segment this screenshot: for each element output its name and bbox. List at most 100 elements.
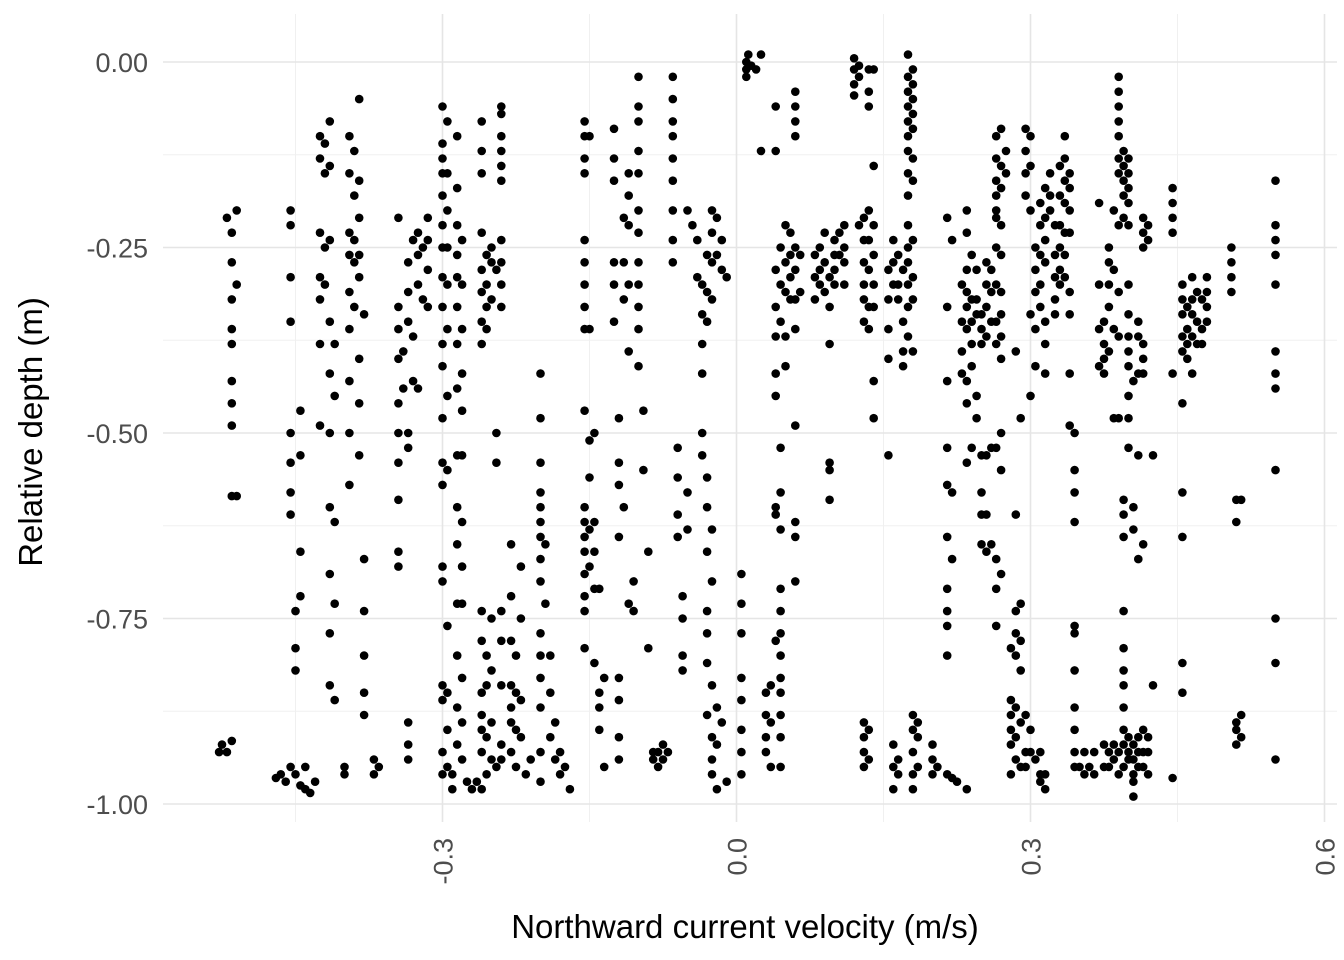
scatter-point bbox=[350, 191, 359, 200]
scatter-point bbox=[1178, 347, 1187, 356]
scatter-point bbox=[320, 280, 330, 289]
scatter-point bbox=[580, 547, 589, 556]
scatter-point bbox=[1129, 777, 1138, 786]
scatter-point bbox=[482, 681, 491, 690]
scatter-point bbox=[702, 287, 712, 297]
scatter-point bbox=[497, 109, 506, 119]
scatter-point bbox=[634, 117, 643, 126]
scatter-point bbox=[957, 369, 967, 378]
scatter-point bbox=[791, 517, 800, 527]
scatter-point bbox=[330, 339, 340, 349]
scatter-point bbox=[1119, 176, 1128, 185]
scatter-point bbox=[781, 361, 790, 371]
scatter-point bbox=[1036, 198, 1045, 208]
scatter-point bbox=[325, 369, 335, 378]
scatter-point bbox=[1271, 465, 1280, 475]
scatter-point bbox=[457, 718, 467, 727]
scatter-point bbox=[619, 213, 629, 223]
scatter-point bbox=[707, 577, 717, 586]
scatter-point bbox=[947, 488, 957, 497]
scatter-point bbox=[991, 213, 1001, 223]
scatter-point bbox=[408, 376, 418, 386]
scatter-point bbox=[1109, 324, 1119, 334]
scatter-point bbox=[477, 265, 487, 275]
scatter-point bbox=[624, 347, 633, 356]
scatter-point bbox=[443, 391, 452, 401]
scatter-point bbox=[1026, 206, 1035, 215]
scatter-point bbox=[1271, 614, 1280, 623]
scatter-point bbox=[438, 302, 447, 312]
scatter-point bbox=[580, 154, 589, 163]
scatter-point bbox=[438, 139, 447, 148]
scatter-point bbox=[908, 80, 918, 89]
scatter-point bbox=[457, 369, 467, 378]
scatter-point bbox=[1031, 243, 1040, 252]
scatter-point bbox=[707, 525, 717, 534]
scatter-point bbox=[487, 755, 496, 764]
scatter-point bbox=[443, 280, 452, 289]
scatter-point bbox=[1031, 324, 1040, 334]
scatter-point bbox=[359, 310, 369, 319]
scatter-point bbox=[962, 324, 972, 334]
scatter-point bbox=[1070, 488, 1079, 497]
scatter-point bbox=[580, 117, 589, 126]
scatter-point bbox=[330, 695, 340, 705]
scatter-point bbox=[1109, 740, 1119, 749]
scatter-point bbox=[781, 220, 790, 230]
scatter-point bbox=[864, 265, 874, 275]
scatter-point bbox=[942, 621, 952, 631]
scatter-point bbox=[810, 295, 820, 304]
scatter-point bbox=[315, 295, 325, 304]
scatter-point bbox=[996, 161, 1006, 171]
scatter-point bbox=[477, 747, 487, 757]
scatter-point bbox=[477, 688, 487, 697]
scatter-point bbox=[350, 258, 359, 267]
scatter-point bbox=[1187, 332, 1197, 341]
scatter-point bbox=[585, 131, 594, 141]
scatter-point bbox=[991, 554, 1001, 564]
scatter-point bbox=[702, 629, 712, 638]
scatter-point bbox=[1138, 339, 1148, 349]
scatter-point bbox=[1178, 658, 1187, 668]
scatter-point bbox=[1124, 154, 1133, 163]
scatter-point bbox=[942, 480, 952, 490]
scatter-point bbox=[771, 265, 780, 275]
scatter-point bbox=[742, 72, 751, 82]
scatter-point bbox=[854, 61, 864, 70]
scatter-point bbox=[286, 317, 295, 327]
scatter-point bbox=[624, 169, 633, 178]
scatter-point bbox=[771, 102, 780, 111]
scatter-point bbox=[1040, 183, 1050, 193]
scatter-point bbox=[673, 473, 682, 482]
scatter-point bbox=[1016, 599, 1025, 608]
scatter-point bbox=[781, 287, 790, 297]
scatter-point bbox=[962, 206, 972, 215]
scatter-point bbox=[1148, 681, 1158, 690]
scatter-point bbox=[423, 265, 433, 275]
scatter-point bbox=[477, 228, 487, 237]
scatter-point bbox=[222, 213, 232, 223]
x-tick-label: 0.3 bbox=[1017, 838, 1047, 876]
scatter-point bbox=[668, 94, 678, 104]
scatter-point bbox=[864, 324, 874, 334]
scatter-point bbox=[1114, 287, 1123, 297]
scatter-point bbox=[1114, 220, 1123, 230]
scatter-point bbox=[1114, 332, 1123, 341]
scatter-point bbox=[962, 458, 972, 468]
scatter-point bbox=[315, 339, 325, 349]
scatter-point bbox=[580, 643, 589, 653]
scatter-point bbox=[1168, 198, 1177, 208]
scatter-point bbox=[942, 584, 952, 594]
scatter-point bbox=[825, 339, 834, 349]
scatter-point bbox=[776, 762, 785, 772]
scatter-point bbox=[967, 339, 976, 349]
scatter-point bbox=[418, 243, 428, 252]
scatter-point bbox=[776, 280, 785, 289]
scatter-point bbox=[296, 547, 305, 556]
scatter-point bbox=[1178, 688, 1187, 697]
scatter-point bbox=[791, 577, 800, 586]
scatter-point bbox=[457, 324, 467, 334]
scatter-point bbox=[394, 562, 403, 571]
scatter-point bbox=[1016, 666, 1025, 675]
scatter-point bbox=[893, 770, 903, 779]
